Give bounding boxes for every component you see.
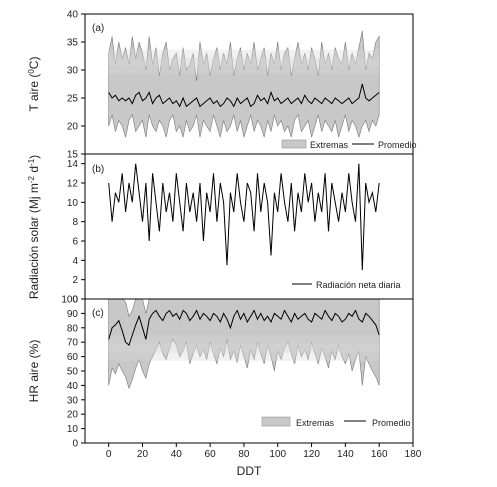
panel-a-promedio-line <box>108 83 380 108</box>
panel-b-ylabel: Radiación solar (Mj m-2 d-1) <box>27 155 41 299</box>
panel-b-ytick-label: 0 <box>72 295 78 306</box>
panel-b-ytick-label: 2 <box>72 275 78 286</box>
panel-a-band-shade-1 <box>108 57 380 75</box>
x-tick-label: 140 <box>337 449 354 460</box>
x-tick-label: 180 <box>405 449 422 460</box>
x-tick-label: 40 <box>171 449 183 460</box>
panel-a-tag: (a) <box>92 23 104 34</box>
panel-c-legend-line-label: Promedio <box>372 418 411 428</box>
panel-a-ytick-label: 25 <box>67 94 79 105</box>
panel-b-ylabel-end: ) <box>27 155 41 159</box>
panel-c-ytick-label: 0 <box>72 439 78 450</box>
panel-a-ylabel-end: C) <box>27 57 41 70</box>
panel-a-legend-line-label: Promedio <box>378 140 417 150</box>
panel-a-ytick-label: 20 <box>67 122 79 133</box>
panel-b-ytick-label: 10 <box>67 198 79 209</box>
panel-b-ylabel-main: Radiación solar (Mj m <box>27 183 41 299</box>
panel-b: 0 2 4 6 8 10 12 14 (b) Radiación solar (Mj m-2 … <box>27 153 414 306</box>
panel-a-ylabel-main: T aire ( <box>27 74 41 112</box>
panel-c-ytick-label: 50 <box>67 367 79 378</box>
panel-c-ytick-label: 100 <box>61 295 78 306</box>
panel-a-line <box>108 83 380 108</box>
panel-c-ylabel-main: HR aire (%) <box>27 340 41 403</box>
panel-b-tag: (b) <box>92 164 104 175</box>
panel-c-ytick-label: 60 <box>67 352 79 363</box>
panel-a-band-shade-0 <box>108 49 380 67</box>
panel-c-legend-band-swatch <box>261 416 291 427</box>
panel-b-ylabel-mid: d <box>27 166 41 176</box>
panel-a-ytick-label: 15 <box>67 150 79 161</box>
panel-b-ytick-label: 8 <box>72 217 78 228</box>
panel-b-legend: Radiación neta diaria <box>292 280 401 290</box>
x-tick-label: 0 <box>106 449 112 460</box>
panel-c: 0 10 20 30 40 50 60 70 80 90 100 (c) HR aire (%) E… <box>27 295 414 450</box>
panel-c-line <box>108 309 380 346</box>
panel-c-tag: (c) <box>92 308 104 319</box>
panel-c-ytick-label: 90 <box>67 309 79 320</box>
panel-b-ytick-label: 6 <box>72 237 78 248</box>
panel-c-ytick-label: 20 <box>67 410 79 421</box>
panel-a-ytick-label: 35 <box>67 38 79 49</box>
x-tick-label: 100 <box>269 449 286 460</box>
panel-c-band-shade-1 <box>108 343 380 361</box>
panel-c-band-shade-0 <box>108 335 380 353</box>
panel-a-legend-band-swatch <box>281 139 307 149</box>
panel-c-ytick-label: 70 <box>67 338 79 349</box>
x-axis-ticks: 0 20 40 60 80 100 120 140 160 180 <box>106 443 422 460</box>
panel-b-line <box>108 163 380 271</box>
panel-c-ytick-label: 30 <box>67 395 79 406</box>
panel-b-ytick-label: 4 <box>72 256 78 267</box>
x-axis-label: DDT <box>237 464 262 478</box>
panel-b-legend-line-label: Radiación neta diaria <box>316 280 401 290</box>
panel-b-ylabel-sup1: -2 <box>27 175 36 183</box>
x-tick-label: 160 <box>371 449 388 460</box>
panel-a-ylabel-sup: 0 <box>27 69 36 74</box>
panel-a-band <box>108 30 380 139</box>
panel-c-legend-band-label: Extremas <box>296 418 335 428</box>
panel-a-ytick-label: 30 <box>67 66 79 77</box>
panel-a-grid <box>108 49 380 75</box>
panel-a-extremas-band <box>108 30 380 139</box>
panel-c-ylabel: HR aire (%) <box>27 340 41 403</box>
panel-b-ytick-label: 14 <box>67 159 79 170</box>
panel-c-legend: Extremas Promedio <box>261 416 411 428</box>
x-tick-label: 20 <box>137 449 149 460</box>
panel-c-ytick-label: 40 <box>67 381 79 392</box>
panel-c-promedio-line <box>108 309 380 346</box>
panel-b-ylabel-sup2: -1 <box>27 158 36 166</box>
panel-a: 15 20 25 30 35 40 (a) T aire (0C) Extremas Pr… <box>27 10 417 161</box>
panel-a-legend-band-label: Extremas <box>310 140 349 150</box>
x-tick-label: 80 <box>238 449 250 460</box>
panel-b-radiacion-line <box>108 163 380 271</box>
x-tick-label: 120 <box>303 449 320 460</box>
panel-a-ylabel: T aire (0C) <box>27 57 41 112</box>
panel-c-grid <box>108 335 380 361</box>
panel-a-ytick-label: 40 <box>67 10 79 21</box>
x-tick-label: 60 <box>205 449 217 460</box>
panel-b-ytick-label: 12 <box>67 179 79 190</box>
panel-c-ytick-label: 80 <box>67 323 79 334</box>
panel-c-ytick-label: 10 <box>67 424 79 435</box>
panel-a-legend: Extremas Promedio <box>281 139 417 150</box>
panel-c-yticks: 0 10 20 30 40 50 60 70 80 90 100 <box>61 295 85 450</box>
panel-a-yticks: 15 20 25 30 35 40 <box>67 10 85 161</box>
panel-b-yticks: 0 2 4 6 8 10 12 14 <box>67 159 85 306</box>
